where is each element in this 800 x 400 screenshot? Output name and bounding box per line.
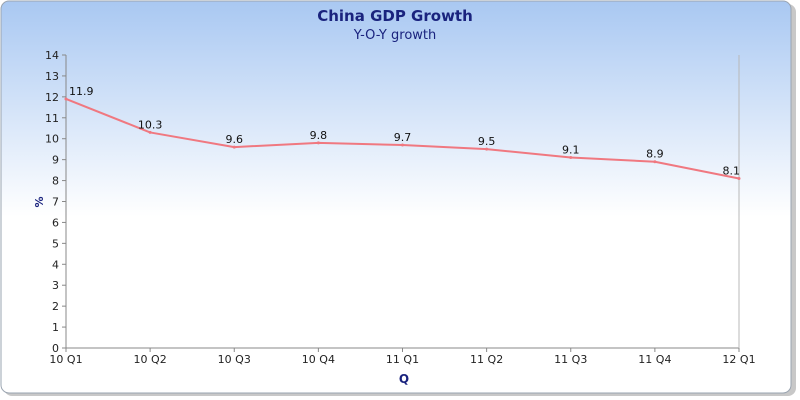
data-point <box>232 145 236 149</box>
data-label: 8.1 <box>723 164 741 177</box>
data-label: 9.7 <box>394 131 412 144</box>
data-point <box>485 147 489 151</box>
y-tick-label: 1 <box>52 321 59 334</box>
data-label: 9.6 <box>226 133 244 146</box>
y-axis-label: % <box>33 196 46 207</box>
x-tick-label: 11 Q3 <box>554 353 587 366</box>
y-tick-label: 5 <box>52 237 59 250</box>
y-tick-label: 9 <box>52 154 59 167</box>
chart-background <box>0 0 792 394</box>
y-tick-label: 7 <box>52 196 59 209</box>
x-tick-label: 10 Q3 <box>218 353 251 366</box>
data-point <box>401 143 404 147</box>
data-label: 11.9 <box>69 85 94 98</box>
y-tick-label: 14 <box>45 49 59 62</box>
y-tick-label: 6 <box>52 216 59 229</box>
chart-subtitle: Y-O-Y growth <box>353 28 437 43</box>
x-tick-label: 10 Q4 <box>302 353 335 366</box>
y-tick-label: 12 <box>45 91 59 104</box>
series-layer <box>64 97 741 180</box>
x-axis-label: Q <box>399 372 409 386</box>
x-tick-label: 10 Q1 <box>49 353 82 366</box>
y-tick-label: 11 <box>45 112 59 125</box>
data-label: 8.9 <box>646 148 664 161</box>
y-tick-label: 4 <box>52 258 59 271</box>
data-point <box>64 97 68 101</box>
y-tick-label: 2 <box>52 300 59 313</box>
data-label: 9.1 <box>562 144 580 157</box>
y-tick-label: 13 <box>45 70 59 83</box>
x-tick-label: 11 Q1 <box>386 353 419 366</box>
data-point <box>737 176 741 180</box>
data-labels-layer: 11.9 10.3 9.6 9.8 9.7 9.5 9.1 8.9 8.1 <box>69 85 740 178</box>
x-axis-ticks: 10 Q1 10 Q2 10 Q3 10 Q4 11 Q1 11 Q2 11 Q3 11 Q4… <box>49 348 756 366</box>
data-point <box>569 156 573 160</box>
data-point <box>653 160 657 164</box>
x-tick-label: 11 Q2 <box>470 353 503 366</box>
y-tick-label: 10 <box>45 133 59 146</box>
y-tick-label: 3 <box>52 279 59 292</box>
y-tick-label: 0 <box>52 342 59 355</box>
x-tick-label: 12 Q1 <box>722 353 755 366</box>
data-label: 10.3 <box>138 118 163 131</box>
data-label: 9.5 <box>478 135 496 148</box>
chart-title: China GDP Growth <box>317 7 473 25</box>
data-point <box>148 130 152 134</box>
data-point <box>316 141 320 145</box>
y-tick-label: 8 <box>52 175 59 188</box>
data-label: 9.8 <box>310 129 328 142</box>
x-tick-label: 11 Q4 <box>638 353 671 366</box>
x-tick-label: 10 Q2 <box>134 353 167 366</box>
